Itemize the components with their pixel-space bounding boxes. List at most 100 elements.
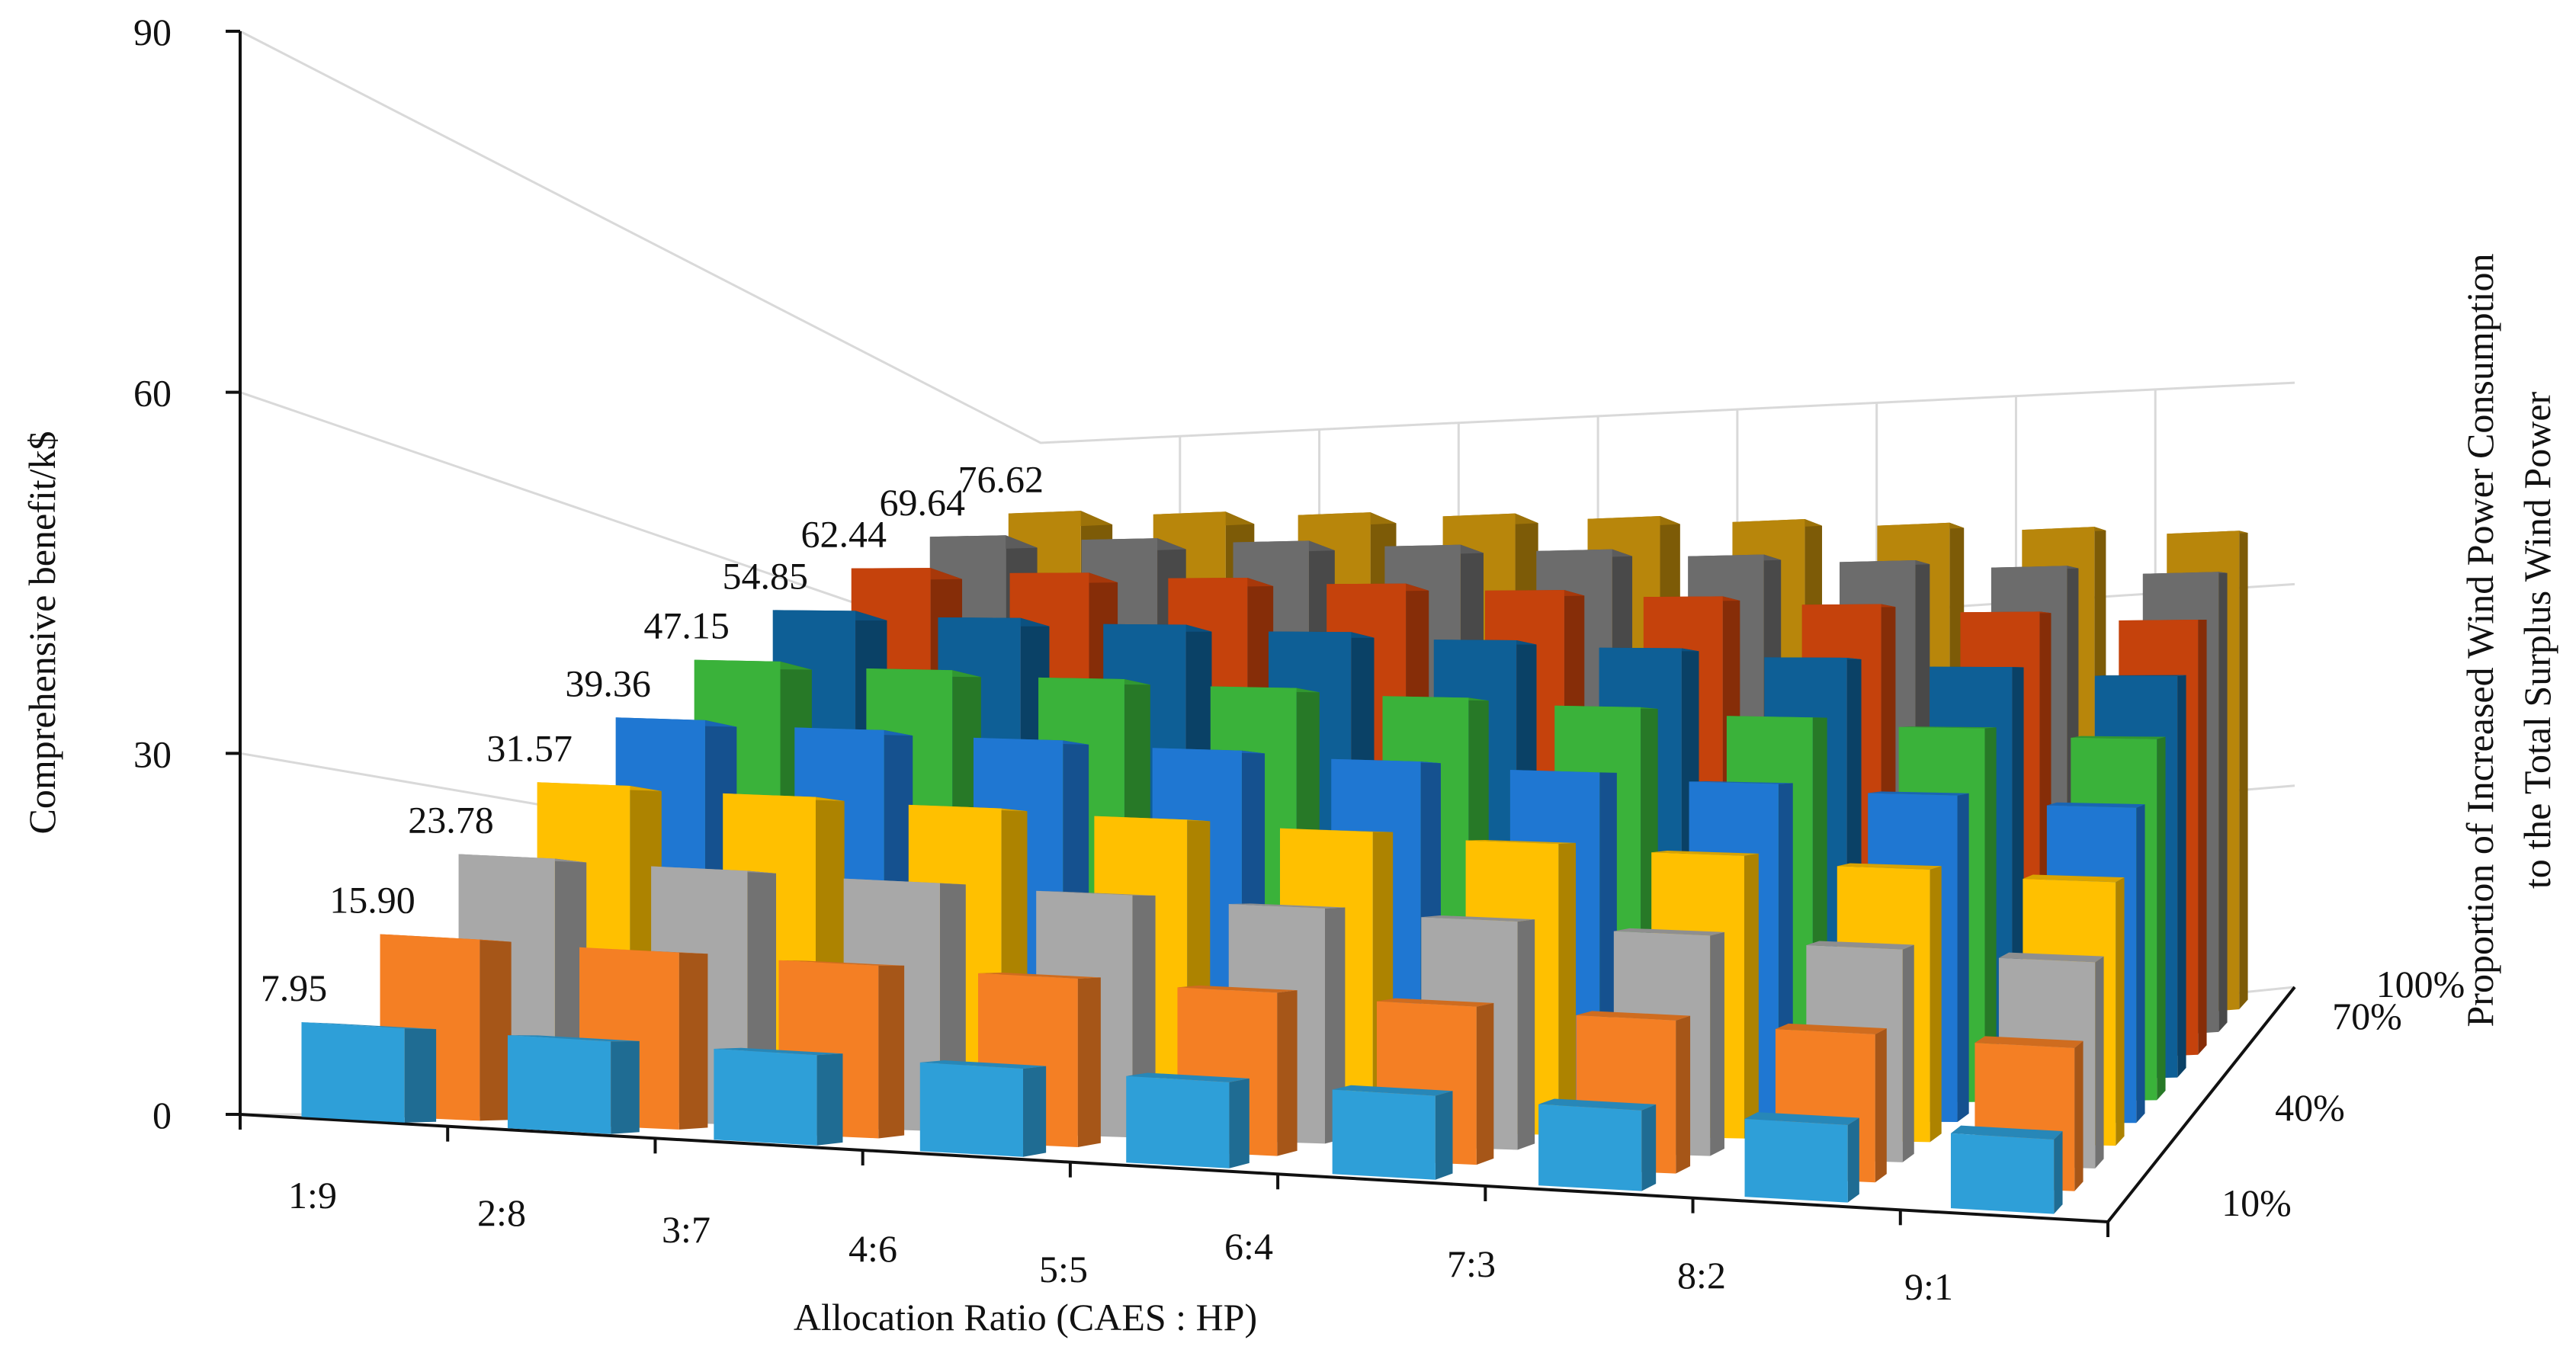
bar-top (919, 1060, 1047, 1069)
bar-side (2218, 572, 2228, 1032)
bar-10%-9:1 (1950, 1125, 2063, 1214)
y-tick-label-1: 30 (133, 732, 172, 775)
x-tick-label-2: 3:7 (662, 1208, 711, 1251)
bar-side (1744, 853, 1759, 1139)
bar-side (1229, 1078, 1250, 1168)
bar-top (1950, 1125, 2063, 1140)
data-label-2: 23.78 (408, 799, 494, 841)
bar-10%-4:6 (919, 1060, 1047, 1157)
depth-tick-label-1: 40% (2275, 1086, 2345, 1129)
bar-top (301, 1022, 437, 1030)
bar-side (404, 1028, 437, 1123)
bar-side (816, 1053, 843, 1146)
bar-side (1930, 866, 1942, 1143)
y-tick-label-2: 60 (133, 372, 172, 415)
bar-top (1744, 1112, 1859, 1125)
x-tick-label-1: 2:8 (477, 1191, 526, 1234)
x-tick-label-5: 6:4 (1224, 1225, 1273, 1268)
bar-top (1421, 915, 1535, 922)
bar-front (507, 1035, 611, 1134)
bar-side (1277, 990, 1298, 1156)
bar-top (1837, 863, 1942, 870)
bar-side (1710, 931, 1724, 1156)
bar-top (1775, 1023, 1887, 1034)
bar-front (714, 1049, 817, 1146)
bar-side (2177, 675, 2186, 1078)
bar-side (2054, 1131, 2063, 1214)
bar-side (1023, 1066, 1047, 1157)
bar-10%-7:3 (1538, 1098, 1657, 1191)
depth-tick-label-2: 70% (2332, 995, 2402, 1037)
bar-side (1325, 907, 1346, 1144)
x-tick-label-8: 9:1 (1904, 1265, 1953, 1308)
data-label-8: 69.64 (880, 481, 966, 524)
bar-front (1538, 1104, 1642, 1191)
depth-tick-label-0: 10% (2222, 1181, 2292, 1224)
depth-axis-title-line-1: Proportion of Increased Wind Power Consu… (2459, 254, 2501, 1027)
data-label-6: 54.85 (722, 554, 808, 597)
bar-top (1689, 781, 1793, 784)
bar-side (1435, 1091, 1453, 1180)
bar-front (1950, 1133, 2055, 1214)
bar-10%-3:7 (714, 1047, 843, 1146)
bar-top (1465, 839, 1577, 845)
bars (301, 511, 2248, 1214)
bar-top (1898, 726, 1997, 729)
bar-front (1126, 1076, 1230, 1168)
bar-side (2116, 877, 2125, 1146)
bar-top (1177, 985, 1298, 993)
bar-side (2136, 804, 2145, 1124)
data-label-3: 31.57 (486, 726, 573, 769)
bar-top (1806, 941, 1914, 950)
bar-side (1558, 842, 1577, 1135)
bar-side (1875, 1028, 1887, 1183)
bar-top (2023, 874, 2125, 883)
bar-10%-2:8 (507, 1035, 640, 1134)
bar-top (1126, 1072, 1250, 1082)
bar-top (1228, 903, 1346, 909)
bar-top (507, 1035, 640, 1042)
bar-top (1868, 791, 1969, 796)
bar-side (1476, 1002, 1494, 1165)
bar-top (1332, 1085, 1453, 1096)
bar-top (1975, 1036, 2084, 1049)
bar-top (1998, 952, 2104, 963)
y-tick-label-0: 0 (152, 1094, 172, 1136)
bar-front (301, 1022, 405, 1123)
x-tick-label-4: 5:5 (1039, 1248, 1088, 1290)
bar-side (878, 965, 905, 1139)
bar-10%-1:9 (301, 1022, 437, 1123)
bar-side (2157, 736, 2166, 1101)
y-tick-label-3: 90 (133, 11, 172, 53)
labels: Comprehensive benefit/k$ Allocation Rati… (21, 11, 2558, 1338)
bar-10%-6:4 (1332, 1085, 1453, 1180)
x-tick-label-6: 7:3 (1447, 1242, 1496, 1285)
data-label-4: 39.36 (565, 662, 651, 704)
data-label-5: 47.15 (643, 604, 730, 647)
bar-top (1651, 851, 1759, 856)
bar-side (2239, 531, 2248, 1010)
bar-side (1847, 1117, 1859, 1203)
bar-side (2074, 1040, 2084, 1191)
bar-top (2094, 675, 2186, 677)
bar-top (1576, 1011, 1691, 1021)
data-label-9: 76.62 (958, 458, 1044, 501)
x-axis-line (239, 1113, 2109, 1223)
bar-side (2198, 620, 2207, 1055)
bar-top (1376, 998, 1494, 1007)
bar-side (1641, 1104, 1657, 1191)
bar-side (1517, 919, 1535, 1150)
depth-axis-line (2106, 986, 2296, 1223)
depth-tick-label-3: 100% (2376, 963, 2465, 1005)
bar-side (1984, 727, 1997, 1102)
bar-side (611, 1040, 640, 1134)
data-label-1: 15.90 (329, 879, 415, 922)
axes (226, 30, 2296, 1237)
bar-top (1538, 1098, 1657, 1111)
bar-side (678, 952, 708, 1130)
x-tick-label-0: 1:9 (288, 1174, 337, 1217)
x-axis-title: Allocation Ratio (CAES : HP) (794, 1296, 1257, 1338)
y-axis-title: Comprehensive benefit/k$ (21, 431, 63, 834)
bar-front (1744, 1118, 1848, 1203)
